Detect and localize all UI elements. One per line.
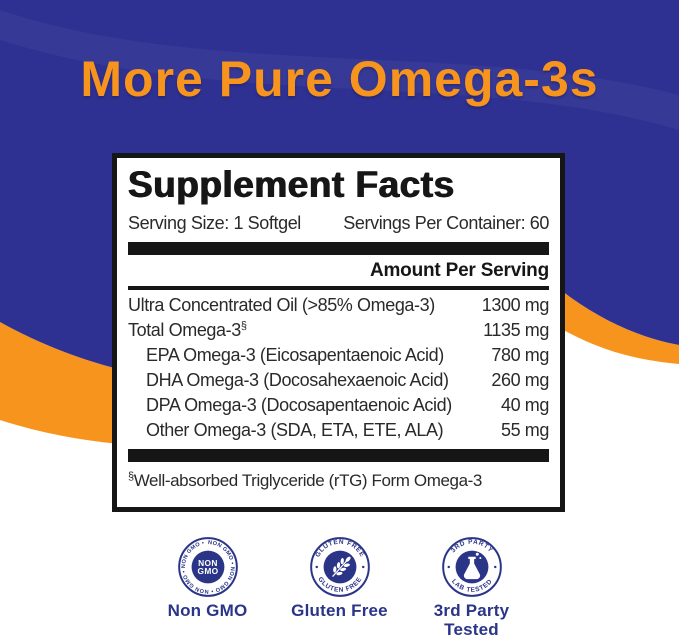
badge-label-line1: 3rd Party [433,601,510,620]
amount-per-serving-header: Amount Per Serving [369,259,549,281]
badge-third-party-tested: 3RD PARTY LAB TESTED 3rd Party Tested [406,536,538,638]
table-row: DPA Omega-3 (Docosapentaenoic Acid) 40 m… [128,393,549,418]
non-gmo-center-line1: NON [198,558,218,568]
third-party-seal-icon: 3RD PARTY LAB TESTED [441,537,502,597]
footnote-marker: § [240,319,247,332]
table-row: Other Omega-3 (SDA, ETA, ETE, ALA) 55 mg [128,418,549,443]
nutrient-name-text: Other Omega-3 (SDA, ETA, ETE, ALA) [146,419,444,440]
non-gmo-seal-icon: NON GMO • NON GMO • NON GMO • NON GMO • … [177,537,238,597]
footnote: §Well-absorbed Triglyceride (rTG) Form O… [128,471,549,491]
nutrient-rows: Ultra Concentrated Oil (>85% Omega-3) 13… [128,293,549,443]
gluten-free-seal-icon: GLUTEN FREE GLUTEN FREE [309,537,370,597]
footnote-marker: § [128,470,134,483]
supplement-facts-title: Supplement Facts [128,164,455,205]
divider-thick [128,448,549,462]
non-gmo-center-line2: GMO [197,566,218,576]
badge-gluten-free: GLUTEN FREE GLUTEN FREE Gluten Free [274,536,406,638]
nutrient-amount: 1135 mg [483,319,549,340]
badge-label-line2: Tested [444,620,499,638]
badge-non-gmo: NON GMO • NON GMO • NON GMO • NON GMO • … [142,536,274,638]
nutrient-name: EPA Omega-3 (Eicosapentaenoic Acid) [128,343,481,368]
lab-flask-icon [463,552,481,580]
nutrient-name-text: Total Omega-3 [128,319,241,340]
nutrient-name-text: DHA Omega-3 (Docosahexaenoic Acid) [146,369,449,390]
serving-size: Serving Size: 1 Softgel [128,212,301,233]
nutrient-name-text: EPA Omega-3 (Eicosapentaenoic Acid) [146,344,444,365]
wheat-icon [331,556,351,577]
table-row: Ultra Concentrated Oil (>85% Omega-3) 13… [128,293,549,318]
footnote-text: Well-absorbed Triglyceride (rTG) Form Om… [133,470,483,490]
nutrient-name: Other Omega-3 (SDA, ETA, ETE, ALA) [128,418,481,443]
servings-per-container: Servings Per Container: 60 [343,212,549,233]
nutrient-name: Total Omega-3§ [128,318,481,343]
nutrient-amount: 40 mg [500,394,549,415]
divider-medium [128,285,549,290]
nutrient-name: DPA Omega-3 (Docosapentaenoic Acid) [128,393,481,418]
badge-label: Non GMO [167,601,248,620]
table-row: DHA Omega-3 (Docosahexaenoic Acid) 260 m… [128,368,549,393]
nutrient-name: Ultra Concentrated Oil (>85% Omega-3) [128,293,481,318]
nutrient-name-text: DPA Omega-3 (Docosapentaenoic Acid) [146,394,452,415]
nutrient-name: DHA Omega-3 (Docosahexaenoic Acid) [128,368,481,393]
supplement-facts-panel: Supplement Facts Serving Size: 1 Softgel… [112,153,565,512]
nutrient-name-text: Ultra Concentrated Oil (>85% Omega-3) [128,294,435,315]
divider-thick [128,241,549,255]
serving-info-row: Serving Size: 1 Softgel Servings Per Con… [128,213,549,234]
table-row: Total Omega-3§ 1135 mg [128,318,549,343]
nutrient-amount: 780 mg [491,344,549,365]
badge-label: 3rd Party Tested [406,601,538,638]
blue-wave-sheen [0,10,679,130]
nutrient-amount: 260 mg [491,369,549,390]
table-row: EPA Omega-3 (Eicosapentaenoic Acid) 780 … [128,343,549,368]
nutrient-amount: 55 mg [500,419,549,440]
nutrient-amount: 1300 mg [481,294,550,315]
certification-badges: NON GMO • NON GMO • NON GMO • NON GMO • … [0,536,679,638]
badge-label: Gluten Free [291,601,388,620]
page-title: More Pure Omega-3s [80,51,599,107]
